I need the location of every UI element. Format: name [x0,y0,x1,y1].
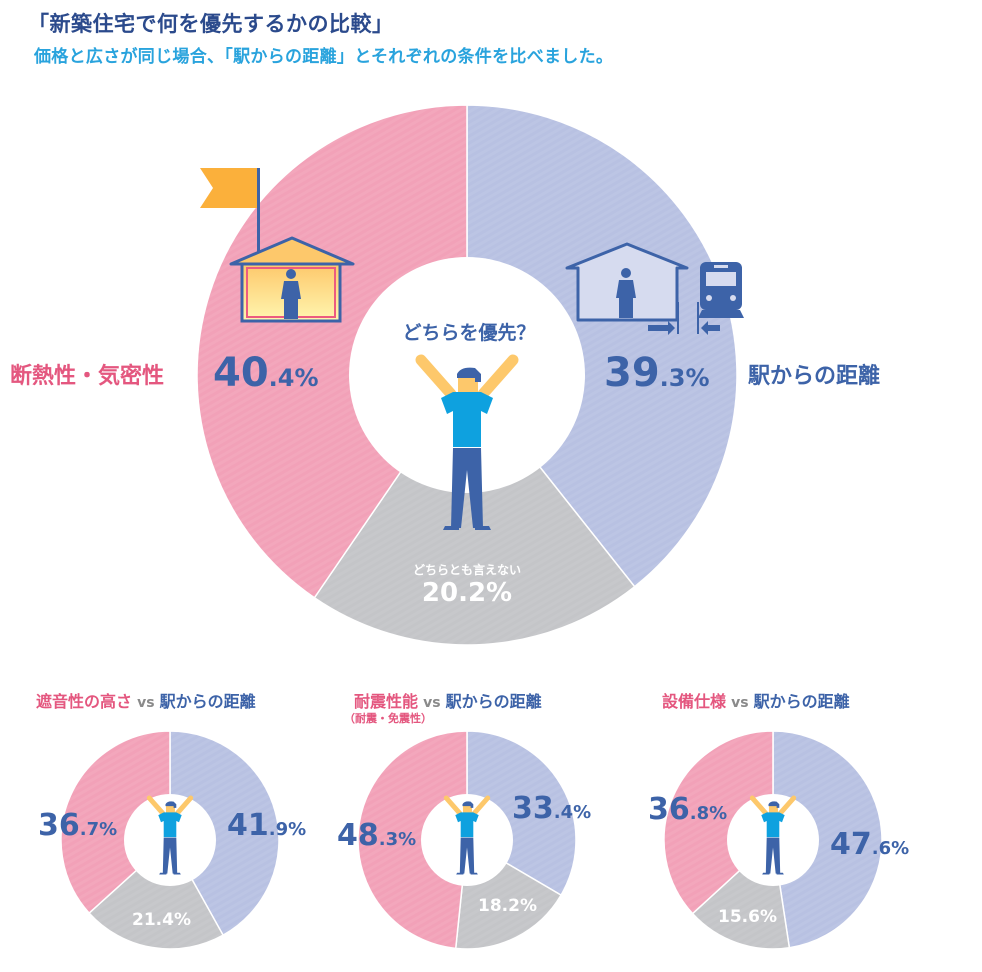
small-3-left-percentage: 36.8% [648,792,727,827]
main-right-category-label: 駅からの距離 [748,364,881,389]
main-neutral-percentage: 20.2% [421,578,513,608]
person-figures [146,354,797,875]
small-2-right-int: 33 [512,791,554,826]
small-1-right-dec: .9% [268,819,307,840]
main-left-category-label: 断熱性・気密性 [10,364,165,389]
small-1-left-percentage: 36.7% [38,808,117,843]
small-3-right-int: 47 [830,827,872,862]
small-2-left-percentage: 48.3% [337,818,416,853]
small-3-right-percentage: 47.6% [830,827,909,862]
small-2-left-dec: .3% [378,829,417,850]
person-arms-up-icon [443,795,491,875]
small-1-vs: vs [137,695,155,711]
small-1-blue-title: 駅からの距離 [159,692,256,711]
small-2-vs: vs [423,695,441,711]
small-chart-title-2: 耐震性能 vs 駅からの距離 [354,688,542,712]
insulated-house-icon [200,168,355,323]
small-3-left-dec: .8% [689,803,728,824]
small-3-left-int: 36 [648,792,690,827]
person-arms-up-icon [146,795,194,875]
small-donut-chart-soundproof [60,730,280,950]
main-right-percentage: 39.3% [604,350,710,396]
center-question: どちらを優先？ [402,322,536,344]
small-2-note: （耐震・免震性） [344,712,432,725]
main-neutral-label: どちらとも言えない [412,563,521,577]
house-near-station-icon [565,242,744,335]
small-3-vs: vs [731,695,749,711]
person-arms-up-icon [749,795,797,875]
main-left-pct-dec: .4% [268,364,319,392]
small-3-neutral-percentage: 15.6% [718,907,777,927]
small-1-right-percentage: 41.9% [227,808,306,843]
small-2-blue-title: 駅からの距離 [445,692,542,711]
main-right-pct-dec: .3% [659,364,710,392]
small-donut-chart-equipment [663,730,883,950]
small-donut-chart-earthquake [357,730,577,950]
small-3-right-dec: .6% [871,838,910,859]
small-chart-title-3: 設備仕様 vs 駅からの距離 [662,688,850,712]
small-1-neutral-percentage: 21.4% [132,910,191,930]
small-1-pink-title: 遮音性の高さ [36,692,133,711]
small-2-right-dec: .4% [553,802,592,823]
small-3-blue-title: 駅からの距離 [753,692,850,711]
small-1-right-int: 41 [227,808,269,843]
small-2-right-percentage: 33.4% [512,791,591,826]
small-2-pink-title: 耐震性能 [354,692,419,711]
page-subtitle: 価格と広さが同じ場合、「駅からの距離」とそれぞれの条件を比べました。 [34,47,614,67]
person-arms-up-icon [415,354,519,530]
small-1-left-dec: .7% [79,819,118,840]
main-right-pct-int: 39 [604,350,660,396]
small-1-left-int: 36 [38,808,80,843]
main-left-percentage: 40.4% [213,350,319,396]
page-title: 「新築住宅で何を優先するかの比較」 [28,12,394,36]
small-3-pink-title: 設備仕様 [662,692,727,711]
small-2-left-int: 48 [337,818,379,853]
small-2-neutral-percentage: 18.2% [478,896,537,916]
main-left-pct-int: 40 [213,350,269,396]
small-chart-title-1: 遮音性の高さ vs 駅からの距離 [36,688,256,712]
